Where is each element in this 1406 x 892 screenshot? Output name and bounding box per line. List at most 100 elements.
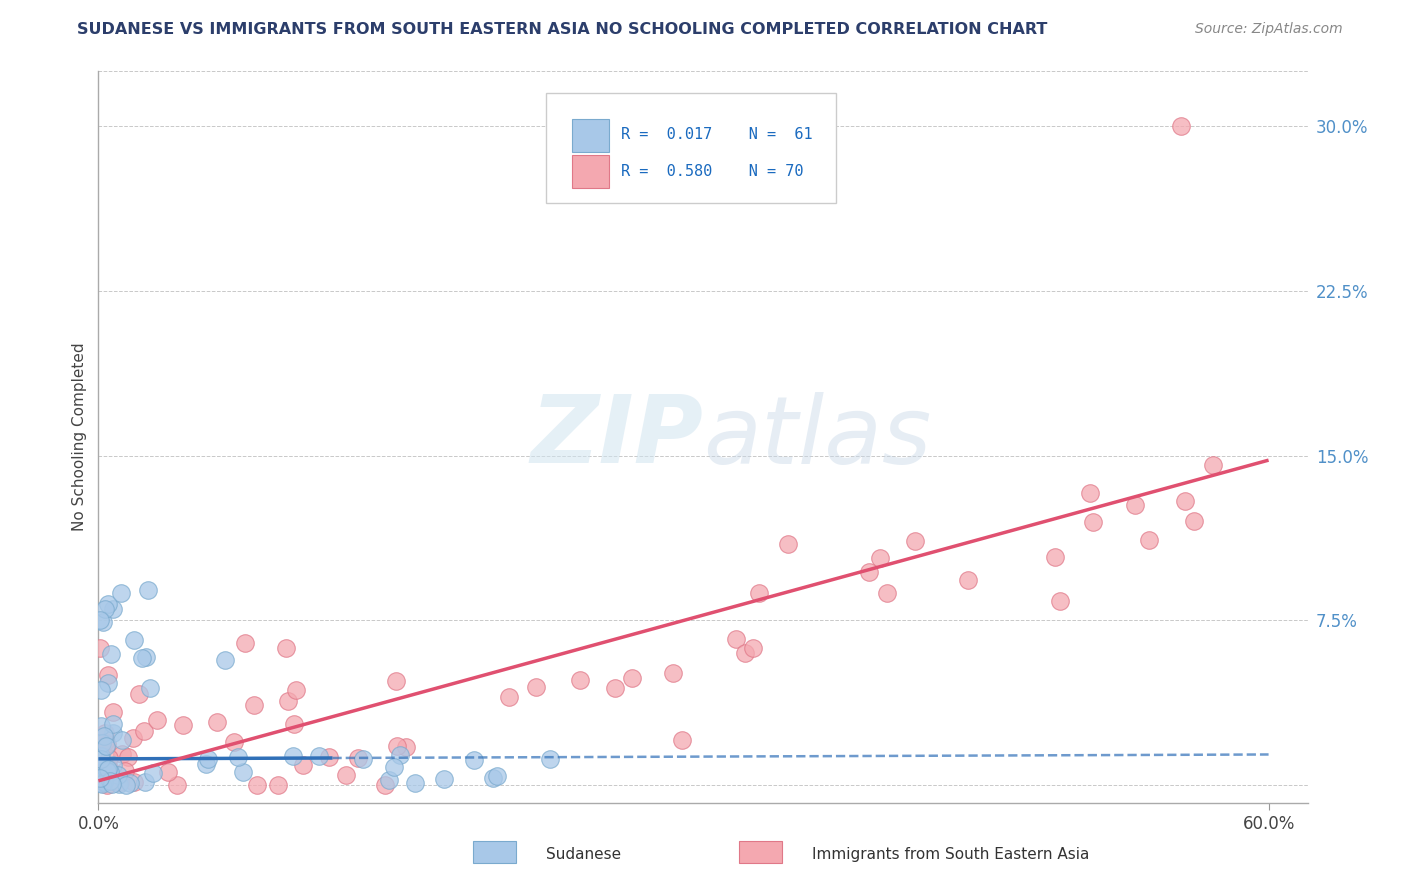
Immigrants from South Eastern Asia — [172, 718, 194, 732]
Sudanese — [115, 778, 138, 792]
FancyBboxPatch shape — [546, 94, 837, 203]
Immigrants from South Eastern Asia — [146, 713, 169, 727]
Immigrants from South Eastern Asia — [89, 641, 111, 656]
Sudanese — [118, 776, 141, 790]
Sudanese — [96, 764, 118, 779]
Immigrants from South Eastern Asia — [110, 774, 132, 789]
Immigrants from South Eastern Asia — [858, 566, 880, 580]
Immigrants from South Eastern Asia — [96, 778, 118, 792]
Immigrants from South Eastern Asia — [1182, 514, 1205, 528]
Immigrants from South Eastern Asia — [776, 536, 799, 550]
Immigrants from South Eastern Asia — [267, 778, 290, 792]
Immigrants from South Eastern Asia — [114, 764, 136, 778]
Immigrants from South Eastern Asia — [1202, 458, 1225, 473]
Immigrants from South Eastern Asia — [96, 738, 118, 752]
Sudanese — [352, 751, 374, 765]
Sudanese — [107, 768, 129, 782]
Sudanese — [131, 651, 153, 665]
Sudanese — [97, 676, 120, 690]
Sudanese — [98, 774, 121, 789]
Sudanese — [89, 772, 111, 786]
Immigrants from South Eastern Asia — [384, 673, 406, 688]
Immigrants from South Eastern Asia — [277, 694, 299, 708]
FancyBboxPatch shape — [572, 155, 609, 188]
Immigrants from South Eastern Asia — [122, 775, 145, 789]
Sudanese — [139, 681, 162, 696]
Immigrants from South Eastern Asia — [569, 673, 592, 687]
Sudanese — [98, 765, 121, 780]
Sudanese — [103, 716, 125, 731]
Immigrants from South Eastern Asia — [94, 726, 117, 740]
Immigrants from South Eastern Asia — [166, 778, 188, 792]
Immigrants from South Eastern Asia — [222, 735, 245, 749]
Sudanese — [108, 777, 131, 791]
Immigrants from South Eastern Asia — [869, 551, 891, 566]
Immigrants from South Eastern Asia — [243, 698, 266, 713]
Sudanese — [93, 772, 115, 786]
Sudanese — [308, 748, 330, 763]
Sudanese — [232, 764, 254, 779]
Text: Sudanese: Sudanese — [546, 847, 621, 862]
Sudanese — [135, 650, 157, 665]
Immigrants from South Eastern Asia — [1174, 493, 1197, 508]
Immigrants from South Eastern Asia — [957, 573, 980, 587]
Sudanese — [226, 749, 249, 764]
Immigrants from South Eastern Asia — [1049, 593, 1071, 607]
Immigrants from South Eastern Asia — [89, 765, 111, 780]
Sudanese — [388, 747, 411, 762]
Immigrants from South Eastern Asia — [97, 751, 120, 765]
Sudanese — [134, 775, 156, 789]
Y-axis label: No Schooling Completed: No Schooling Completed — [72, 343, 87, 532]
Sudanese — [433, 772, 456, 786]
Sudanese — [538, 751, 561, 765]
Immigrants from South Eastern Asia — [157, 765, 180, 780]
Sudanese — [93, 774, 115, 789]
Immigrants from South Eastern Asia — [904, 534, 927, 549]
Sudanese — [90, 772, 112, 787]
Sudanese — [100, 647, 122, 661]
Immigrants from South Eastern Asia — [89, 775, 111, 789]
Immigrants from South Eastern Asia — [621, 671, 644, 685]
Immigrants from South Eastern Asia — [276, 640, 298, 655]
Sudanese — [89, 776, 111, 790]
Text: atlas: atlas — [703, 392, 931, 483]
Sudanese — [90, 719, 112, 733]
Text: R =  0.580    N = 70: R = 0.580 N = 70 — [621, 164, 803, 179]
Sudanese — [90, 682, 112, 697]
Sudanese — [101, 602, 124, 616]
Immigrants from South Eastern Asia — [394, 740, 416, 755]
Immigrants from South Eastern Asia — [97, 668, 120, 682]
Sudanese — [94, 739, 117, 753]
Sudanese — [110, 586, 132, 600]
Sudanese — [94, 762, 117, 776]
Immigrants from South Eastern Asia — [748, 585, 770, 599]
Immigrants from South Eastern Asia — [734, 646, 756, 660]
Text: ZIP: ZIP — [530, 391, 703, 483]
Immigrants from South Eastern Asia — [671, 732, 693, 747]
Sudanese — [101, 777, 124, 791]
Sudanese — [382, 760, 405, 774]
Immigrants from South Eastern Asia — [385, 739, 408, 753]
Sudanese — [94, 602, 117, 616]
Immigrants from South Eastern Asia — [1137, 533, 1160, 547]
Immigrants from South Eastern Asia — [1043, 549, 1066, 564]
Immigrants from South Eastern Asia — [374, 778, 396, 792]
Immigrants from South Eastern Asia — [117, 749, 139, 764]
Immigrants from South Eastern Asia — [1123, 498, 1146, 512]
Immigrants from South Eastern Asia — [346, 751, 368, 765]
Text: SUDANESE VS IMMIGRANTS FROM SOUTH EASTERN ASIA NO SCHOOLING COMPLETED CORRELATIO: SUDANESE VS IMMIGRANTS FROM SOUTH EASTER… — [77, 22, 1047, 37]
Immigrants from South Eastern Asia — [603, 681, 626, 695]
Sudanese — [194, 757, 217, 772]
Sudanese — [90, 776, 112, 790]
Immigrants from South Eastern Asia — [498, 690, 520, 704]
Sudanese — [90, 749, 112, 764]
Sudanese — [485, 769, 508, 783]
Immigrants from South Eastern Asia — [876, 586, 898, 600]
Immigrants from South Eastern Asia — [233, 636, 256, 650]
Immigrants from South Eastern Asia — [524, 680, 547, 694]
Text: Immigrants from South Eastern Asia: Immigrants from South Eastern Asia — [811, 847, 1090, 862]
Immigrants from South Eastern Asia — [94, 734, 117, 748]
Immigrants from South Eastern Asia — [205, 715, 228, 730]
Immigrants from South Eastern Asia — [122, 731, 145, 746]
Sudanese — [93, 729, 115, 743]
